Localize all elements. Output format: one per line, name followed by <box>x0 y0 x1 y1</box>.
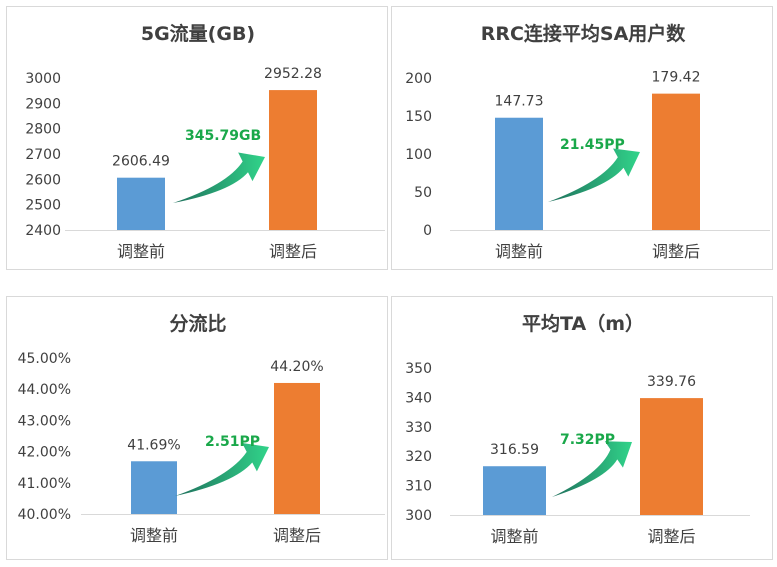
y-tick-label: 320 <box>405 449 432 465</box>
y-tick-label: 300 <box>405 508 432 524</box>
chart-svg-5g-traffic: 5G流量(GB) 2400 2500 2600 2700 2800 2900 3000 2606… <box>25 22 385 261</box>
growth-arrow-icon <box>552 441 632 497</box>
y-tick-label: 0 <box>423 223 432 239</box>
delta-label: 345.79GB <box>185 128 261 144</box>
category-label: 调整前 <box>130 526 178 545</box>
bar-before <box>117 177 165 230</box>
delta-label: 2.51PP <box>205 434 260 450</box>
category-label: 调整前 <box>117 242 165 261</box>
bar-after <box>652 93 700 230</box>
y-tick-label: 43.00% <box>18 413 71 429</box>
data-label: 44.20% <box>270 359 323 375</box>
data-label: 41.69% <box>127 437 180 453</box>
chart-panel-5g-traffic: 5G流量(GB) 2400 2500 2600 2700 2800 2900 3000 2606… <box>6 6 388 270</box>
category-label: 调整后 <box>269 242 317 261</box>
y-tick-label: 2700 <box>25 147 61 163</box>
y-tick-label: 2800 <box>25 122 61 138</box>
delta-label: 7.32PP <box>560 432 615 448</box>
growth-arrow-icon <box>548 148 640 202</box>
bar-after <box>269 90 317 230</box>
y-tick-label: 330 <box>405 420 432 436</box>
growth-arrow-icon <box>173 152 265 203</box>
chart-svg-offload-ratio: 分流比 40.00% 41.00% 42.00% 43.00% 44.00% 45.00% 4… <box>18 312 385 545</box>
y-tick-label: 42.00% <box>18 445 71 461</box>
data-label: 316.59 <box>490 442 539 458</box>
y-tick-label: 40.00% <box>18 507 71 523</box>
data-label: 2606.49 <box>112 154 170 170</box>
data-label: 339.76 <box>647 374 696 390</box>
y-tick-label: 2400 <box>25 223 61 239</box>
bar-before <box>495 117 543 230</box>
y-tick-label: 200 <box>405 71 432 87</box>
data-label: 179.42 <box>652 70 701 86</box>
category-label: 调整后 <box>273 526 321 545</box>
bar-after <box>640 398 703 515</box>
chart-title: 分流比 <box>169 312 226 335</box>
category-label: 调整前 <box>495 242 543 261</box>
y-tick-label: 2900 <box>25 96 61 112</box>
chart-title: 5G流量(GB) <box>141 22 255 45</box>
y-tick-label: 2600 <box>25 172 61 188</box>
category-label: 调整后 <box>652 242 700 261</box>
category-label: 调整后 <box>647 527 695 546</box>
delta-label: 21.45PP <box>560 137 625 153</box>
chart-svg-average-ta: 平均TA（m） 300 310 320 330 340 350 316.59 调整前 339.76… <box>405 312 750 546</box>
chart-svg-rrc-users: RRC连接平均SA用户数 0 50 100 150 200 147.73 调整前 179.42 调… <box>405 22 770 261</box>
chart-title: 平均TA（m） <box>522 312 644 335</box>
y-tick-label: 45.00% <box>18 351 71 367</box>
y-tick-label: 41.00% <box>18 476 71 492</box>
data-label: 147.73 <box>495 94 544 110</box>
y-tick-label: 310 <box>405 479 432 495</box>
chart-panel-average-ta: 平均TA（m） 300 310 320 330 340 350 316.59 调整前 339.76… <box>391 296 773 560</box>
y-tick-label: 3000 <box>25 71 61 87</box>
chart-title: RRC连接平均SA用户数 <box>481 22 687 45</box>
y-tick-label: 150 <box>405 109 432 125</box>
data-label: 2952.28 <box>264 66 322 82</box>
y-tick-label: 100 <box>405 147 432 163</box>
y-tick-label: 44.00% <box>18 382 71 398</box>
y-tick-label: 340 <box>405 390 432 406</box>
y-tick-label: 2500 <box>25 198 61 214</box>
chart-panel-rrc-users: RRC连接平均SA用户数 0 50 100 150 200 147.73 调整前 179.42 调… <box>391 6 773 270</box>
bar-before <box>483 466 546 515</box>
y-tick-label: 50 <box>414 185 432 201</box>
chart-panel-offload-ratio: 分流比 40.00% 41.00% 42.00% 43.00% 44.00% 45.00% 4… <box>6 296 388 560</box>
bar-after <box>274 382 320 514</box>
y-tick-label: 350 <box>405 361 432 377</box>
bar-before <box>131 461 177 514</box>
growth-arrow-icon <box>175 442 269 496</box>
category-label: 调整前 <box>490 527 538 546</box>
